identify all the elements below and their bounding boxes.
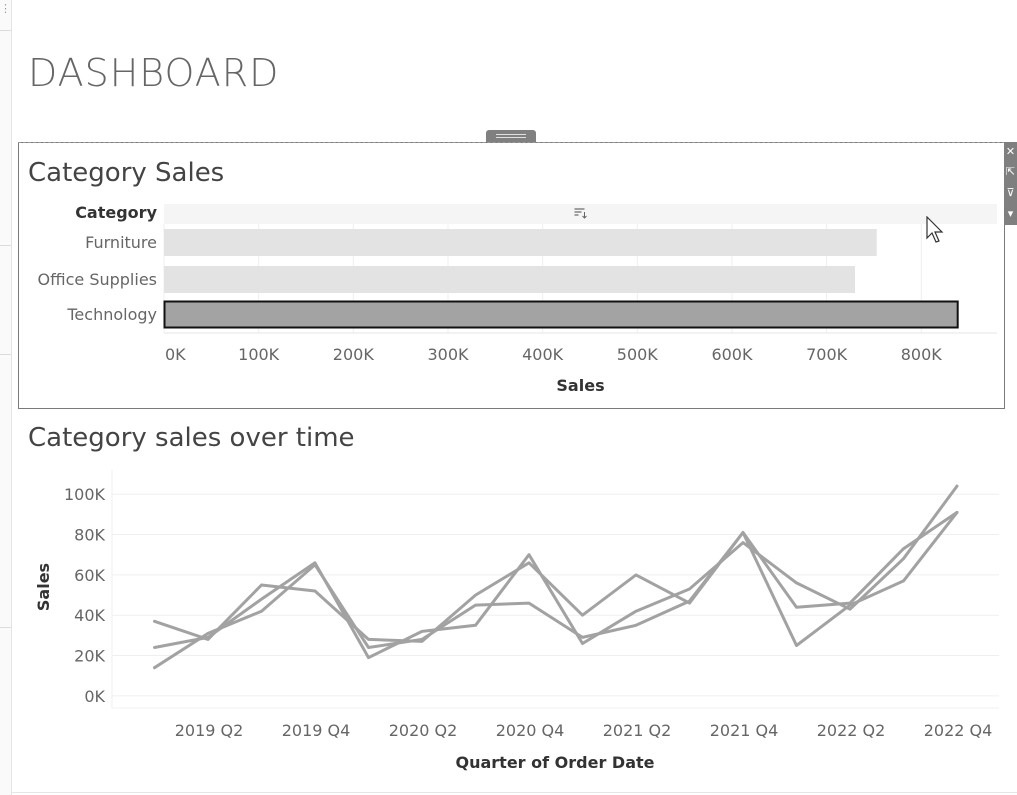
y-tick-label: 40K: [74, 606, 105, 625]
x-tick-label: 2022 Q2: [817, 721, 886, 740]
x-axis-title: Sales: [556, 376, 604, 395]
mouse-cursor-icon: [926, 216, 944, 243]
x-tick-label: 300K: [427, 345, 469, 364]
move-handle[interactable]: [486, 130, 536, 142]
sales-over-time-chart: 0K 20K 40K 60K 80K 100K 2019 Q2 2019 Q4 2020 Q2 2…: [34, 470, 999, 772]
panel-toolbar: ✕ ⇱ ⊽ ▾: [1004, 142, 1017, 225]
y-tick-label: 20K: [74, 647, 105, 666]
category-label[interactable]: Office Supplies: [38, 270, 157, 289]
category-sales-chart: Category 0K 100K 200K 300K 400K 500K 600K 700K 80…: [38, 203, 997, 395]
y-tick-label: 60K: [74, 566, 105, 585]
y-tick-label: 100K: [64, 485, 106, 504]
x-tick-label: 2020 Q2: [389, 721, 458, 740]
x-tick-label: 500K: [617, 345, 659, 364]
header-row: [164, 204, 997, 224]
bar-chart-title: Category Sales: [28, 158, 225, 188]
y-tick-label: 80K: [74, 526, 105, 545]
category-sales-panel[interactable]: [18, 142, 1005, 409]
series-line-1[interactable]: [153, 510, 959, 643]
collapse-icon[interactable]: ⋮: [0, 2, 11, 15]
x-tick-label: 2020 Q4: [496, 721, 565, 740]
category-label[interactable]: Technology: [66, 305, 157, 324]
divider: [0, 354, 11, 355]
sort-icon[interactable]: [574, 208, 587, 219]
divider: [0, 627, 11, 628]
divider: [0, 30, 11, 31]
dropdown-icon[interactable]: ▾: [1007, 207, 1014, 220]
x-tick-label: 700K: [806, 345, 848, 364]
sort-icon-arrow: [582, 212, 587, 219]
x-tick-label: 2019 Q4: [282, 721, 351, 740]
x-tick-label: 800K: [901, 345, 943, 364]
x-tick-label: 2019 Q2: [175, 721, 244, 740]
x-tick-label: 2022 Q4: [924, 721, 993, 740]
row-header-label: Category: [75, 203, 157, 222]
series-line-2[interactable]: [153, 484, 959, 660]
x-tick-label: 200K: [333, 345, 375, 364]
x-tick-label: 600K: [711, 345, 753, 364]
x-axis-title: Quarter of Order Date: [456, 753, 655, 772]
series-line-3[interactable]: [153, 510, 959, 670]
x-tick-label: 400K: [522, 345, 564, 364]
x-tick-label: 0K: [165, 345, 186, 364]
open-icon[interactable]: ⇱: [1005, 165, 1016, 178]
filter-icon[interactable]: ⊽: [1006, 186, 1015, 199]
y-tick-label: 0K: [84, 687, 105, 706]
x-tick-label: 2021 Q4: [710, 721, 779, 740]
bar-technology[interactable]: [163, 300, 959, 329]
dashboard-title: DASHBOARD: [28, 51, 280, 95]
category-label[interactable]: Furniture: [85, 233, 157, 252]
left-edge-panel: ⋮: [0, 0, 12, 795]
bar-furniture[interactable]: [164, 229, 877, 256]
x-tick-label: 2021 Q2: [603, 721, 672, 740]
x-tick-label: 100K: [238, 345, 280, 364]
divider: [11, 792, 1017, 793]
close-icon[interactable]: ✕: [1005, 145, 1016, 158]
bar-office-supplies[interactable]: [164, 266, 856, 293]
line-chart-title: Category sales over time: [28, 423, 355, 453]
y-axis-title: Sales: [34, 563, 53, 611]
divider: [0, 245, 11, 246]
